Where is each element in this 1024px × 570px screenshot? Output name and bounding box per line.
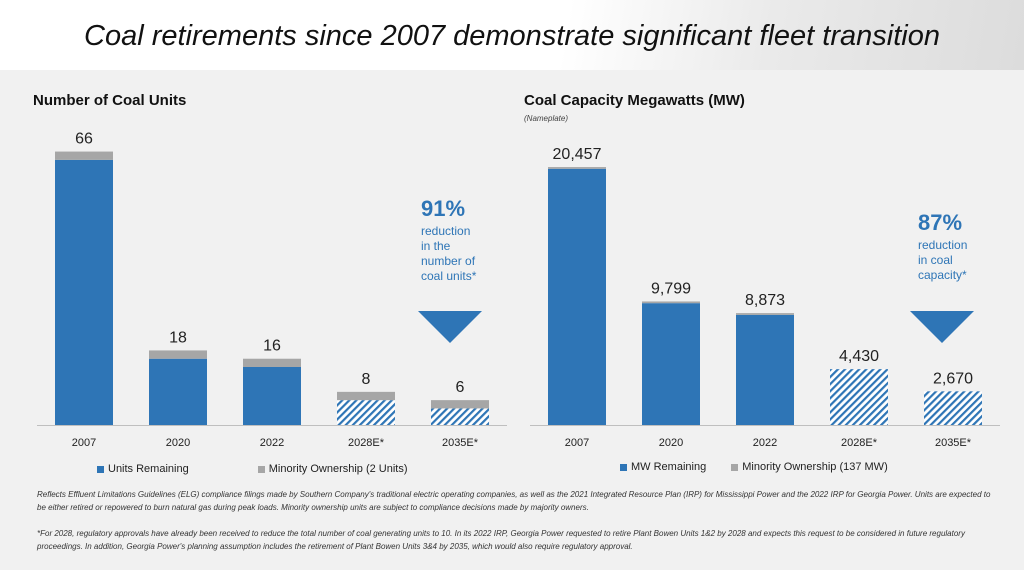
bar-remaining-2028E* xyxy=(830,369,888,425)
callout-line: capacity* xyxy=(918,268,967,282)
data-label-2020: 9,799 xyxy=(651,280,691,297)
callout-units: 91% reduction in the number of coal unit… xyxy=(421,196,476,284)
bar-remaining-2035E* xyxy=(924,391,982,425)
legend-swatch-gray xyxy=(257,465,265,473)
x-tick-label-2028E*: 2028E* xyxy=(348,437,385,449)
legend-swatch-gray xyxy=(731,463,739,471)
bar-minority-2022 xyxy=(736,313,794,315)
callout-capacity: 87% reduction in coal capacity* xyxy=(918,210,967,283)
data-label-2035E*: 2,670 xyxy=(933,370,973,387)
capacity-bar-chart: 20,457 2007 9,799 2020 8,873 2022 4,430 2028E* 2… xyxy=(530,146,1000,449)
data-label-2007: 66 xyxy=(75,131,93,148)
bar-minority-2007 xyxy=(548,167,606,169)
legend-label: Minority Ownership (137 MW) xyxy=(742,461,888,473)
data-label-2035E*: 6 xyxy=(456,379,465,396)
bar-remaining-2022 xyxy=(736,314,794,425)
footnote-asterisk: *For 2028, regulatory approvals have alr… xyxy=(37,529,965,551)
legend-capacity: MW Remaining Minority Ownership (137 MW) xyxy=(620,461,954,474)
callout-line: reduction xyxy=(918,238,968,252)
bar-remaining-2035E* xyxy=(431,408,489,425)
chart-title-units: Number of Coal Units xyxy=(33,92,187,109)
units-bar-chart: 66 2007 18 2020 16 2022 8 2028E* 6 2035E* xyxy=(37,131,507,449)
bar-minority-2020 xyxy=(149,350,207,359)
x-tick-label-2022: 2022 xyxy=(260,437,284,449)
x-tick-label-2020: 2020 xyxy=(659,437,683,449)
data-label-2007: 20,457 xyxy=(553,146,602,163)
callout-line: in coal xyxy=(918,253,953,267)
x-tick-label-2007: 2007 xyxy=(565,437,589,449)
callout-percent: 87% xyxy=(918,210,963,235)
x-tick-label-2022: 2022 xyxy=(753,437,777,449)
bar-remaining-2020 xyxy=(642,303,700,425)
callout-percent: 91% xyxy=(421,196,466,221)
x-tick-label-2020: 2020 xyxy=(166,437,190,449)
chart-title-capacity: Coal Capacity Megawatts (MW) xyxy=(524,92,745,109)
legend-item-units-remaining: Units Remaining xyxy=(97,463,189,475)
legend-label: MW Remaining xyxy=(631,461,707,473)
data-label-2022: 16 xyxy=(263,338,281,355)
data-label-2028E*: 8 xyxy=(362,371,371,388)
callout-text: reduction in coal capacity* xyxy=(918,238,967,283)
callout-line: coal units* xyxy=(421,269,477,283)
data-label-2022: 8,873 xyxy=(745,292,785,309)
legend-item-mw-remaining: MW Remaining xyxy=(620,461,706,473)
x-tick-label-2007: 2007 xyxy=(72,437,96,449)
bar-remaining-2007 xyxy=(55,159,113,425)
bar-remaining-2007 xyxy=(548,168,606,425)
down-arrow-icon xyxy=(910,311,974,343)
bar-remaining-2020 xyxy=(149,358,207,425)
page-title: Coal retirements since 2007 demonstrate … xyxy=(84,20,940,52)
bar-minority-2035E* xyxy=(431,400,489,409)
callout-text: reduction in the number of coal units* xyxy=(421,224,476,284)
legend-label: Minority Ownership (2 Units) xyxy=(268,463,408,475)
chart-subtitle-capacity: (Nameplate) xyxy=(524,114,569,123)
bar-minority-2022 xyxy=(243,358,301,367)
footnote-elg: Reflects Effluent Limitations Guidelines… xyxy=(37,490,991,512)
legend-item-minority-ownership: Minority Ownership (137 MW) xyxy=(731,461,888,473)
x-tick-label-2035E*: 2035E* xyxy=(442,437,479,449)
data-label-2020: 18 xyxy=(169,329,187,346)
callout-line: in the xyxy=(421,239,451,253)
legend-item-minority-ownership: Minority Ownership (2 Units) xyxy=(257,463,408,475)
legend-swatch-blue xyxy=(620,463,627,471)
bar-remaining-2022 xyxy=(243,367,301,425)
bar-remaining-2028E* xyxy=(337,400,395,425)
down-arrow-icon xyxy=(418,311,482,343)
title-banner xyxy=(0,0,1024,70)
x-tick-label-2035E*: 2035E* xyxy=(935,437,972,449)
legend-units: Units Remaining Minority Ownership (2 Un… xyxy=(97,463,474,476)
bar-minority-2020 xyxy=(642,301,700,304)
data-label-2028E*: 4,430 xyxy=(839,348,879,365)
bar-minority-2028E* xyxy=(337,391,395,401)
callout-line: reduction xyxy=(421,224,471,238)
x-tick-label-2028E*: 2028E* xyxy=(841,437,878,449)
callout-line: number of xyxy=(421,254,476,268)
bar-minority-2007 xyxy=(55,151,113,160)
legend-label: Units Remaining xyxy=(108,463,189,475)
legend-swatch-blue xyxy=(97,465,104,473)
